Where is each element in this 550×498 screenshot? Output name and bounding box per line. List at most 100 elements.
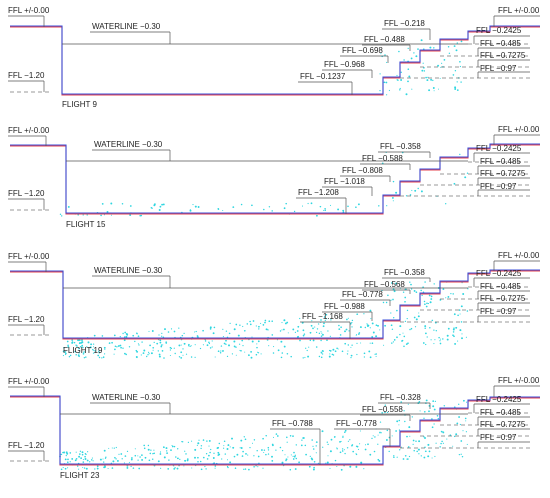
scan-point xyxy=(279,330,282,332)
scan-point xyxy=(445,203,447,205)
scan-point xyxy=(385,94,388,96)
scan-point xyxy=(393,339,396,341)
scan-point xyxy=(342,435,344,437)
scan-point xyxy=(60,468,63,471)
scan-point xyxy=(375,353,377,355)
scan-point xyxy=(383,81,386,84)
scan-point xyxy=(375,324,378,327)
scan-point xyxy=(411,416,413,418)
scan-point xyxy=(348,330,350,332)
scan-point xyxy=(391,342,393,344)
scan-point xyxy=(363,352,366,355)
scan-point xyxy=(192,204,194,206)
scan-point xyxy=(134,340,136,343)
scan-point xyxy=(94,468,96,470)
scan-point xyxy=(363,313,365,315)
scan-point xyxy=(194,356,196,358)
scan-point xyxy=(433,423,435,425)
scan-point xyxy=(307,202,309,205)
scan-point xyxy=(239,349,241,351)
waterline-label: WATERLINE −0.30 xyxy=(92,393,161,402)
scan-point xyxy=(186,458,189,460)
level-marker xyxy=(473,403,530,413)
scan-point xyxy=(239,324,241,326)
scan-point xyxy=(293,455,296,458)
scan-point xyxy=(90,459,93,461)
scan-point xyxy=(235,323,238,326)
scan-point xyxy=(459,60,461,63)
scan-point xyxy=(346,353,349,355)
scan-point xyxy=(114,348,116,351)
scan-point xyxy=(119,344,122,347)
scan-point xyxy=(432,405,435,408)
scan-point xyxy=(258,328,260,330)
scan-point xyxy=(103,449,106,452)
scan-point xyxy=(424,327,426,329)
scan-point xyxy=(418,312,420,314)
scan-point xyxy=(443,405,446,407)
scan-point xyxy=(314,326,316,328)
scan-point xyxy=(260,353,262,355)
scan-point xyxy=(356,353,358,356)
scan-point xyxy=(280,356,283,359)
scan-point xyxy=(147,354,149,356)
ffl-label-left-bottom: FFL −1.20 xyxy=(8,189,45,198)
scan-point xyxy=(89,461,91,463)
scan-point xyxy=(283,328,285,331)
scan-point xyxy=(276,339,278,341)
scan-point xyxy=(384,404,386,406)
level-marker xyxy=(270,428,321,465)
ffl-label: FFL −0.488 xyxy=(364,35,405,44)
scan-point xyxy=(194,456,196,459)
scan-point xyxy=(423,48,425,50)
scan-point xyxy=(338,328,341,331)
scan-point xyxy=(411,189,413,191)
scan-point xyxy=(134,454,137,457)
scan-point xyxy=(267,329,269,331)
scan-point xyxy=(265,435,267,437)
scan-point xyxy=(124,336,126,338)
level-marker xyxy=(362,289,411,294)
scan-point xyxy=(396,74,398,77)
scan-point xyxy=(82,214,84,216)
scan-point xyxy=(326,441,328,443)
scan-point xyxy=(93,349,95,352)
scan-point xyxy=(190,345,192,347)
scan-point xyxy=(423,410,426,413)
scan-point xyxy=(286,353,289,355)
scan-point xyxy=(371,342,374,345)
scan-point xyxy=(459,423,461,426)
scan-point xyxy=(428,410,430,413)
scan-point xyxy=(297,335,299,338)
scan-point xyxy=(182,348,184,350)
scan-point xyxy=(267,449,270,451)
scan-point xyxy=(425,343,427,346)
scan-point xyxy=(150,352,153,355)
scan-point xyxy=(321,333,324,336)
scan-point xyxy=(126,450,129,453)
scan-point xyxy=(130,465,132,468)
scan-point xyxy=(122,332,124,335)
scan-point xyxy=(347,317,349,319)
level-marker xyxy=(296,197,347,214)
scan-point xyxy=(297,325,300,328)
scan-point xyxy=(326,461,329,464)
scan-point xyxy=(158,355,161,358)
scan-point xyxy=(256,343,258,345)
scan-point xyxy=(284,454,286,456)
scan-point xyxy=(85,467,88,470)
scan-point xyxy=(82,461,85,463)
scan-point xyxy=(294,454,296,456)
scan-point xyxy=(229,446,231,448)
scan-point xyxy=(200,468,203,471)
scan-point xyxy=(178,344,181,347)
scan-point xyxy=(59,213,62,215)
panel-flight-15: FFL +/-0.00 FFL −1.20 WATERLINE −0.30 FF… xyxy=(8,125,540,229)
scan-point xyxy=(295,457,298,460)
scan-point xyxy=(434,455,436,458)
scan-point xyxy=(320,335,323,337)
scan-point xyxy=(283,319,286,322)
scan-point xyxy=(159,341,162,344)
scan-point xyxy=(209,347,212,349)
scan-point xyxy=(62,355,64,357)
